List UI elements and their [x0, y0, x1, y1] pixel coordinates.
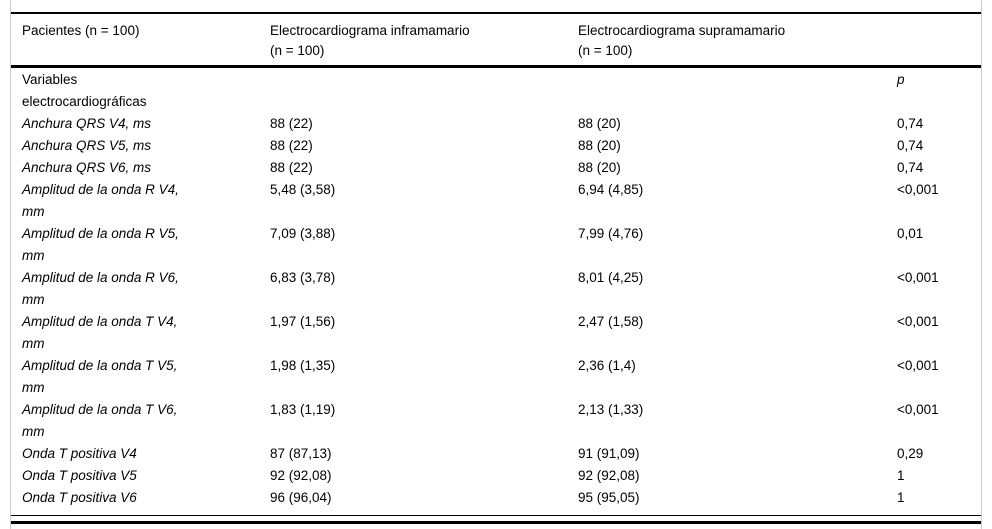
cell-p: 0,01: [897, 226, 924, 241]
table-row: Onda T positiva V4 87 (87,13) 91 (91,09)…: [11, 443, 981, 465]
right-edge-line: [981, 0, 982, 529]
header-pacientes: Pacientes (n = 100): [11, 14, 270, 68]
row-label: Anchura QRS V5, ms: [22, 138, 152, 153]
cell-supramamario: 88 (20): [578, 116, 621, 131]
row-label: Amplitud de la onda R V4, mm: [22, 182, 179, 219]
cell-inframamario: 92 (92,08): [270, 468, 332, 483]
cell-inframamario: 88 (22): [270, 116, 313, 131]
cell-supramamario: 2,47 (1,58): [578, 314, 644, 329]
cell-inframamario: 96 (96,04): [270, 490, 332, 505]
cell-supramamario: 95 (95,05): [578, 490, 640, 505]
cell-p: 0,74: [897, 160, 924, 175]
row-label: Variables electrocardiográficas: [22, 72, 147, 109]
cell-inframamario: 87 (87,13): [270, 446, 332, 461]
row-label: Anchura QRS V4, ms: [22, 116, 152, 131]
row-label: Amplitud de la onda T V4, mm: [22, 314, 178, 351]
table-row: Amplitud de la onda T V5, mm 1,98 (1,35) …: [11, 355, 981, 399]
table-row: Amplitud de la onda R V6, mm 6,83 (3,78) …: [11, 267, 981, 311]
cell-p: 1: [897, 490, 905, 505]
cell-p: <0,001: [897, 182, 939, 197]
cell-p: 0,29: [897, 446, 924, 461]
row-label: Onda T positiva V6: [22, 490, 137, 505]
bottom-rule: [11, 521, 981, 524]
header-empty: [897, 14, 981, 68]
header-supramamario-line1: Electrocardiograma supramamario: [578, 23, 786, 38]
left-edge-line: [10, 0, 11, 529]
cell-supramamario: 91 (91,09): [578, 446, 640, 461]
top-rule: [11, 12, 981, 14]
row-label: Onda T positiva V5: [22, 468, 137, 483]
cell-p: <0,001: [897, 314, 939, 329]
header-inframamario-line1: Electrocardiograma inframamario: [270, 23, 470, 38]
cell-p: 1: [897, 468, 905, 483]
header-row: Pacientes (n = 100) Electrocardiograma i…: [11, 14, 981, 68]
table-body: Variables electrocardiográficas p Anchura…: [11, 67, 981, 516]
cell-p: <0,001: [897, 270, 939, 285]
table-row: Anchura QRS V4, ms 88 (22) 88 (20) 0,74: [11, 113, 981, 135]
cell-inframamario: 7,09 (3,88): [270, 226, 336, 241]
row-label: Amplitud de la onda T V5, mm: [22, 358, 178, 395]
data-table: Pacientes (n = 100) Electrocardiograma i…: [11, 14, 981, 516]
row-label: Amplitud de la onda R V5, mm: [22, 226, 179, 263]
row-label: Onda T positiva V4: [22, 446, 137, 461]
cell-supramamario: 2,13 (1,33): [578, 402, 644, 417]
row-label: Amplitud de la onda R V6, mm: [22, 270, 179, 307]
row-label: Anchura QRS V6, ms: [22, 160, 152, 175]
cell-p: 0,74: [897, 116, 924, 131]
cell-supramamario: 7,99 (4,76): [578, 226, 644, 241]
table-row: Onda T positiva V5 92 (92,08) 92 (92,08)…: [11, 465, 981, 487]
table-header: Pacientes (n = 100) Electrocardiograma i…: [11, 14, 981, 68]
cell-supramamario: 6,94 (4,85): [578, 182, 644, 197]
header-supramamario: Electrocardiograma supramamario (n = 100…: [578, 14, 897, 68]
cell-supramamario: 92 (92,08): [578, 468, 640, 483]
ecg-comparison-table: Pacientes (n = 100) Electrocardiograma i…: [11, 12, 981, 524]
table-row: Onda T positiva V6 96 (96,04) 95 (95,05)…: [11, 487, 981, 516]
cell-inframamario: 6,83 (3,78): [270, 270, 336, 285]
header-supramamario-line2: (n = 100): [578, 43, 633, 58]
cell-supramamario: 88 (20): [578, 138, 621, 153]
cell-supramamario: 88 (20): [578, 160, 621, 175]
table-row: Amplitud de la onda T V6, mm 1,83 (1,19) …: [11, 399, 981, 443]
cell-inframamario: 88 (22): [270, 138, 313, 153]
table-row: Anchura QRS V6, ms 88 (22) 88 (20) 0,74: [11, 157, 981, 179]
cell-inframamario: [270, 67, 578, 114]
header-pacientes-label: Pacientes (n = 100): [22, 23, 140, 38]
table-row: Amplitud de la onda R V4, mm 5,48 (3,58) …: [11, 179, 981, 223]
row-label: Amplitud de la onda T V6, mm: [22, 402, 178, 439]
cell-supramamario: 2,36 (1,4): [578, 358, 636, 373]
cell-inframamario: 5,48 (3,58): [270, 182, 336, 197]
table-row: Amplitud de la onda R V5, mm 7,09 (3,88) …: [11, 223, 981, 267]
cell-supramamario: [578, 67, 897, 114]
header-inframamario: Electrocardiograma inframamario (n = 100…: [270, 14, 578, 68]
header-inframamario-line2: (n = 100): [270, 43, 325, 58]
table-row: Anchura QRS V5, ms 88 (22) 88 (20) 0,74: [11, 135, 981, 157]
cell-p: 0,74: [897, 138, 924, 153]
cell-inframamario: 88 (22): [270, 160, 313, 175]
table-row-variables: Variables electrocardiográficas p: [11, 67, 981, 114]
cell-p-header: p: [897, 72, 905, 87]
cell-p: <0,001: [897, 402, 939, 417]
cell-inframamario: 1,97 (1,56): [270, 314, 336, 329]
cell-inframamario: 1,83 (1,19): [270, 402, 336, 417]
cell-inframamario: 1,98 (1,35): [270, 358, 336, 373]
cell-p: <0,001: [897, 358, 939, 373]
cell-supramamario: 8,01 (4,25): [578, 270, 644, 285]
table-row: Amplitud de la onda T V4, mm 1,97 (1,56) …: [11, 311, 981, 355]
